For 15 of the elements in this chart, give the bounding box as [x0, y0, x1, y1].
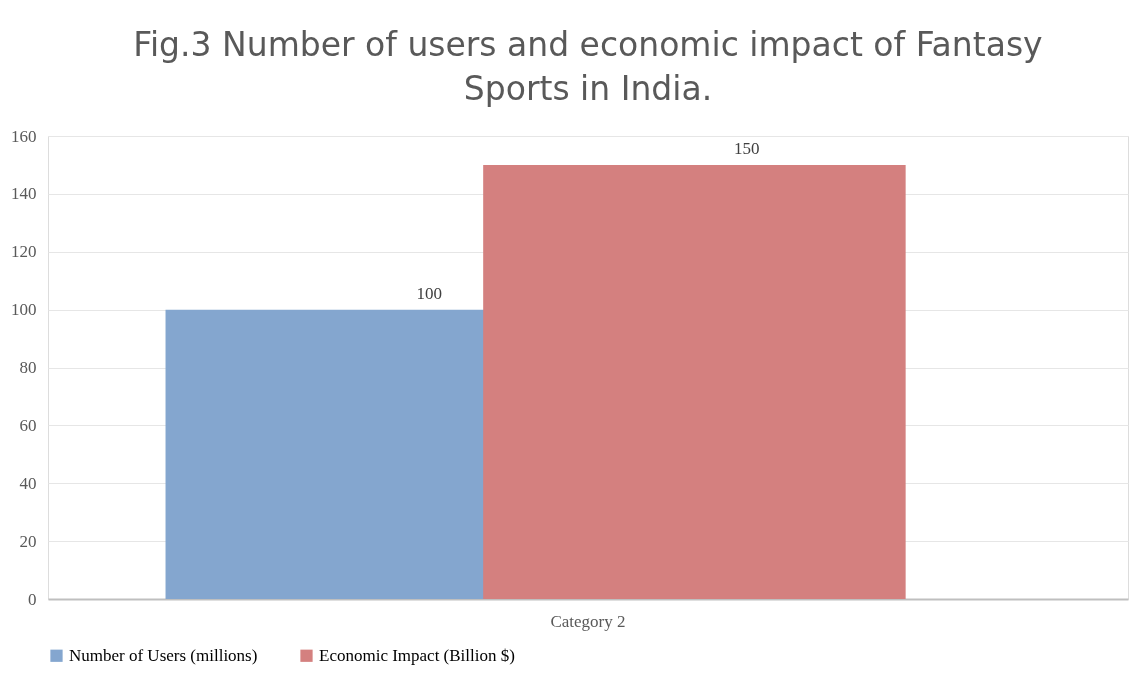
legend-label: Economic Impact (Billion $) — [319, 645, 515, 665]
y-tick-label: 140 — [11, 184, 37, 204]
y-tick-label: 60 — [19, 415, 37, 435]
y-tick-label: 0 — [28, 589, 37, 609]
y-tick-label: 40 — [19, 473, 37, 493]
x-tick-label: Category 2 — [550, 611, 626, 631]
y-tick-label: 160 — [11, 126, 37, 146]
chart-title: Fig.3 Number of users and economic impact of Fantasy Sports in India. — [133, 25, 1043, 108]
y-tick-label: 100 — [11, 300, 37, 320]
y-tick-label: 20 — [19, 531, 37, 551]
data-label: 150 — [734, 138, 760, 158]
legend-label: Number of Users (millions) — [69, 645, 258, 665]
data-label: 100 — [416, 283, 442, 303]
y-tick-label: 80 — [19, 358, 37, 377]
y-tick-label: 120 — [11, 242, 37, 262]
